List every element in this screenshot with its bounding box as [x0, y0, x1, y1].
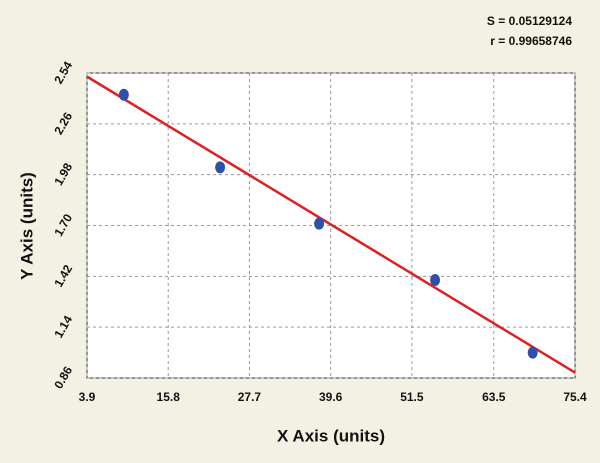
point [527, 346, 538, 359]
x-axis-label: X Axis (units) [277, 426, 385, 445]
y-axis-label: Y Axis (units) [17, 172, 36, 280]
x-tick-label: 27.7 [238, 390, 262, 404]
y-tick-label: 2.26 [51, 110, 75, 138]
x-tick-label: 3.9 [79, 390, 96, 404]
point [118, 88, 129, 101]
y-tick-label: 1.14 [51, 313, 75, 341]
y-tick-label: 1.98 [51, 160, 75, 188]
x-tick-label: 75.4 [563, 390, 587, 404]
point [430, 273, 441, 286]
x-tick-label: 51.5 [400, 390, 424, 404]
point [314, 217, 325, 230]
point [215, 161, 226, 174]
x-tick-label: 39.6 [319, 390, 343, 404]
y-tick-label: 1.42 [51, 262, 75, 290]
y-tick-label: 1.70 [51, 211, 75, 239]
x-tick-label: 15.8 [157, 390, 181, 404]
x-tick-label: 63.5 [482, 390, 506, 404]
stat-s: S = 0.05129124 [487, 14, 572, 28]
y-tick-label: 0.86 [51, 364, 75, 392]
stat-r: r = 0.99658746 [490, 34, 572, 48]
y-tick-label: 2.54 [51, 59, 75, 87]
fit-line [86, 75, 576, 374]
